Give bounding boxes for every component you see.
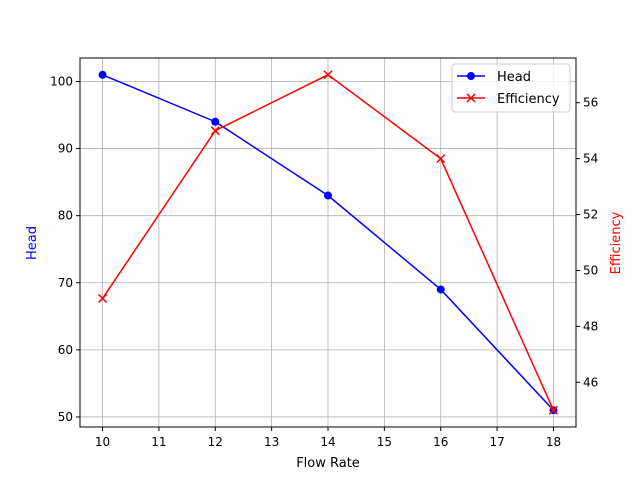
legend: Head Efficiency <box>451 63 571 113</box>
x-tick-label: 17 <box>489 435 504 449</box>
legend-label-head: Head <box>497 70 531 85</box>
x-tick-label: 13 <box>264 435 279 449</box>
x-tick-label: 10 <box>95 435 110 449</box>
y-right-tick-label: 48 <box>583 319 598 333</box>
y-left-tick-label: 70 <box>58 276 73 290</box>
y-right-tick-label: 50 <box>583 263 598 277</box>
y-axis-left-label: Head <box>25 226 40 260</box>
x-marker-icon <box>98 293 108 303</box>
circle-marker-icon <box>324 191 332 200</box>
y-left-tick-label: 50 <box>58 410 73 424</box>
y-left-tick-label: 80 <box>58 209 73 223</box>
x-marker-icon <box>466 93 476 103</box>
y-axis-right-label: Efficiency <box>609 211 624 274</box>
x-marker-icon <box>436 154 446 164</box>
x-axis-label: Flow Rate <box>296 456 360 471</box>
x-tick-label: 15 <box>377 435 392 449</box>
series-layer <box>98 70 558 415</box>
x-tick-label: 11 <box>151 435 166 449</box>
x-axis: 10 11 12 13 14 15 16 17 18 <box>95 427 561 449</box>
circle-marker-icon <box>211 117 220 126</box>
y-axis-right: 46 48 50 52 54 56 <box>576 96 598 389</box>
y-right-tick-label: 52 <box>583 208 598 222</box>
y-axis-left: 50 60 70 80 90 100 <box>50 74 80 424</box>
y-left-tick-label: 60 <box>58 343 73 357</box>
y-right-tick-label: 54 <box>583 152 598 166</box>
y-right-tick-label: 46 <box>583 375 598 389</box>
x-marker-icon <box>323 70 333 80</box>
circle-marker-icon <box>436 285 445 294</box>
x-tick-label: 14 <box>320 435 335 449</box>
x-tick-label: 12 <box>208 435 223 449</box>
circle-marker-icon <box>467 72 475 80</box>
x-tick-label: 16 <box>433 435 448 449</box>
y-right-tick-label: 56 <box>583 96 598 110</box>
x-marker-icon <box>548 405 558 415</box>
x-tick-label: 18 <box>546 435 561 449</box>
legend-label-efficiency: Efficiency <box>497 92 560 107</box>
y-left-tick-label: 90 <box>58 142 73 156</box>
circle-marker-icon <box>98 70 107 79</box>
y-left-tick-label: 100 <box>50 74 73 88</box>
x-marker-icon <box>210 126 220 136</box>
